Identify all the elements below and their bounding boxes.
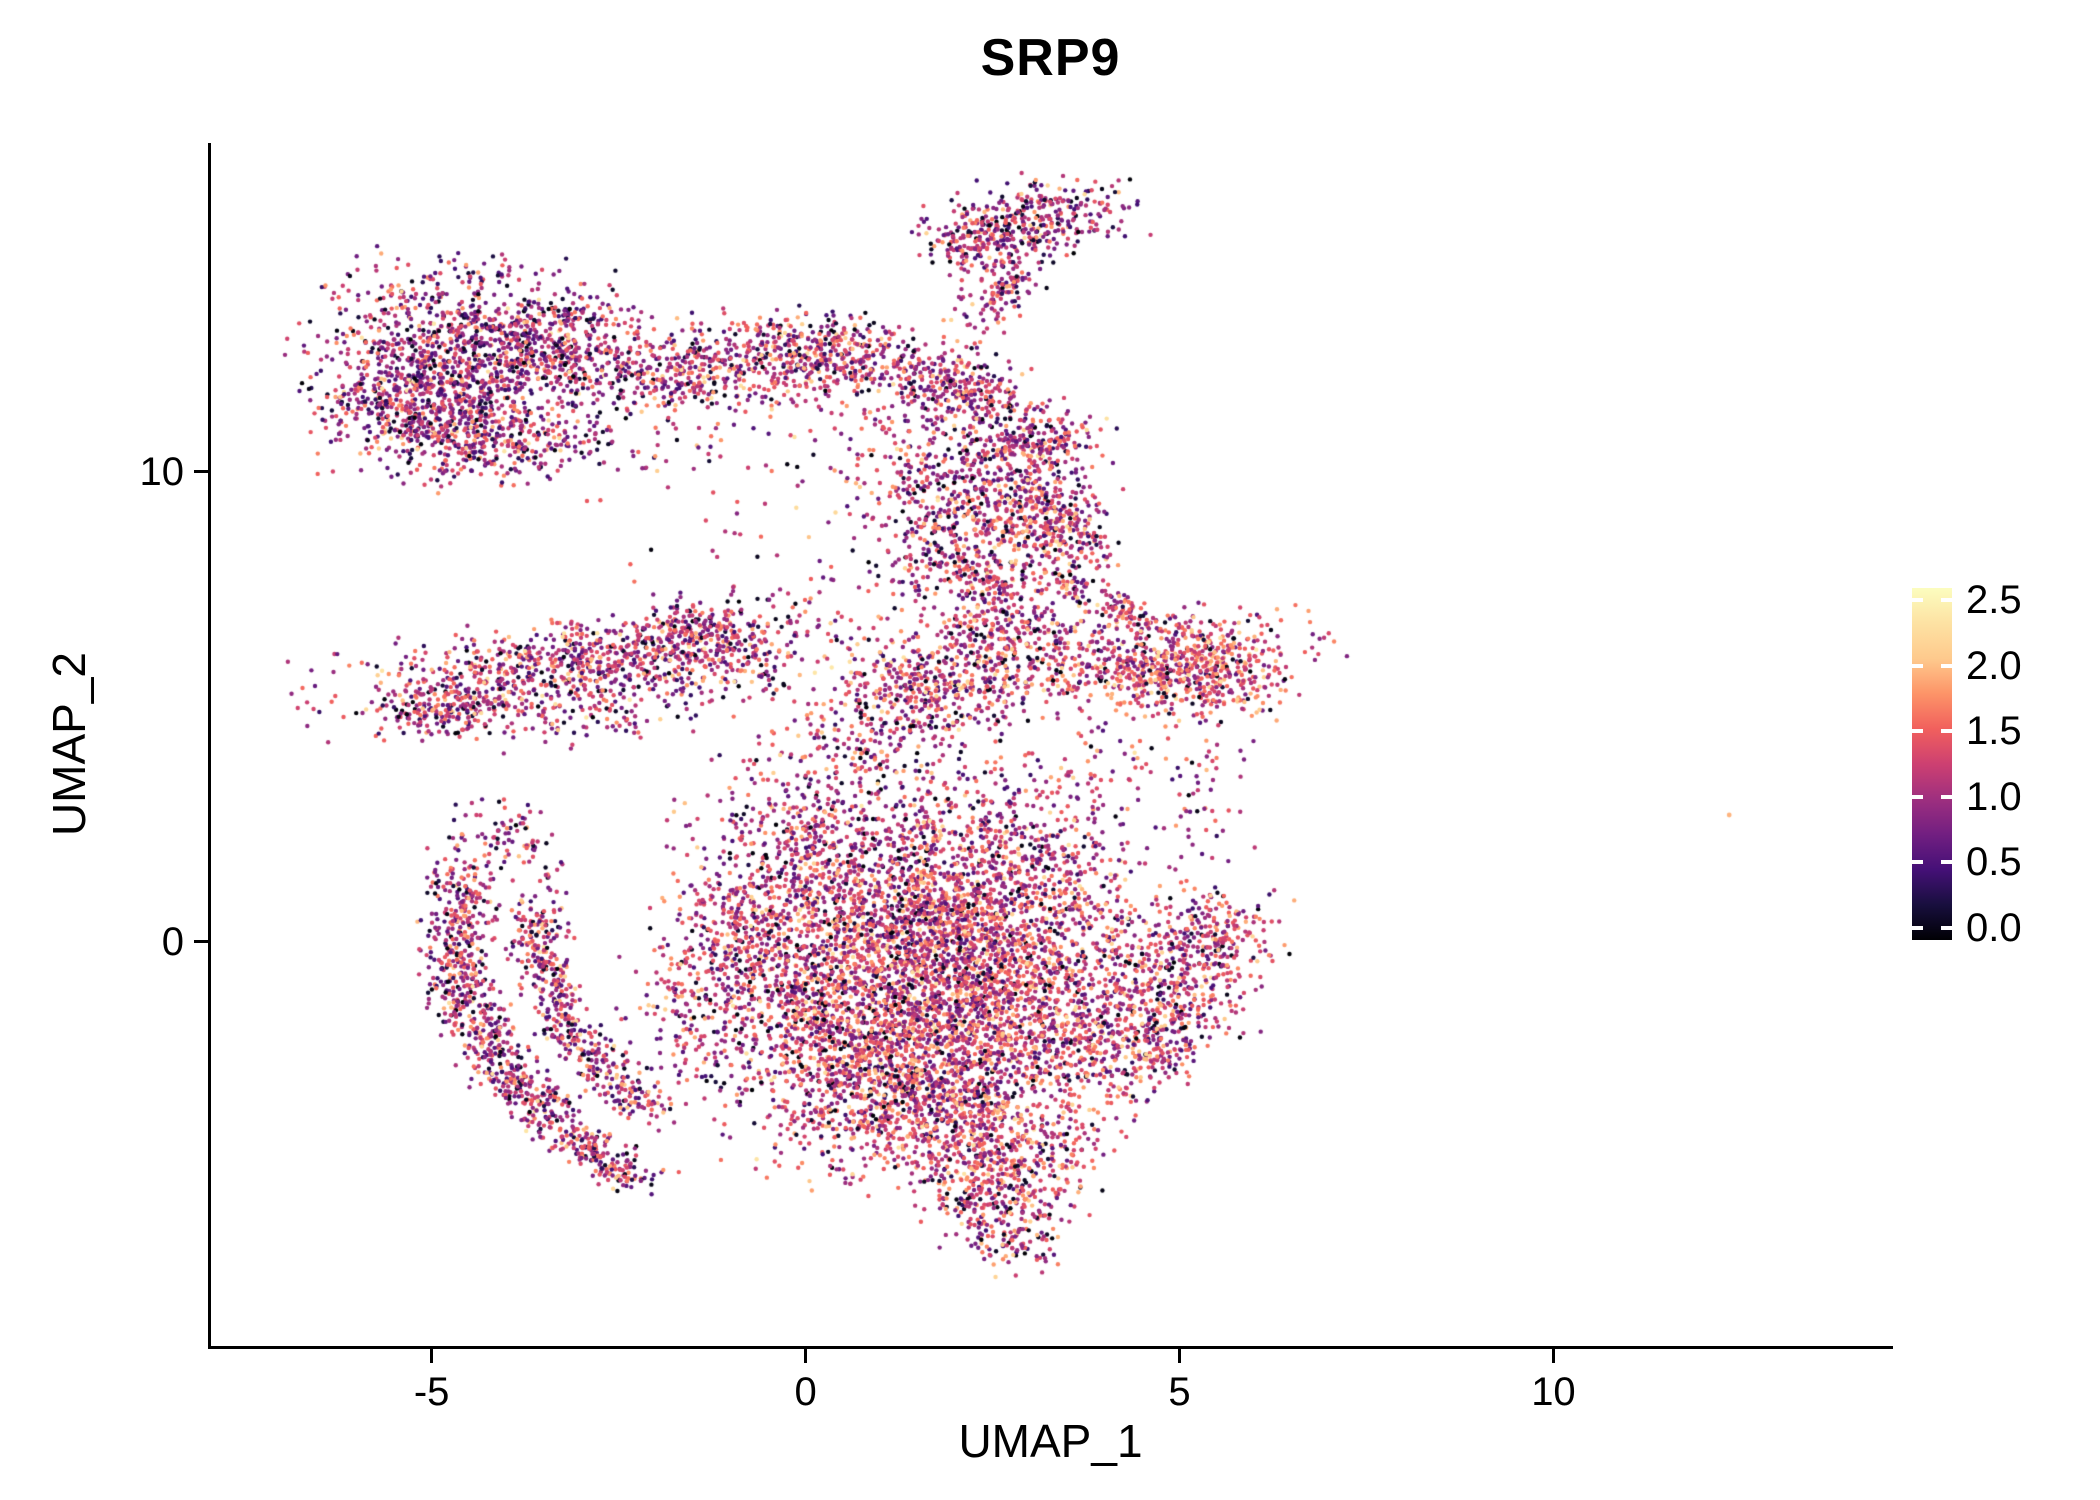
umap-scatter-canvas (211, 143, 1890, 1346)
colorbar-tick (1941, 860, 1952, 865)
colorbar-tick-label: 1.5 (1966, 709, 2022, 754)
chart-title: SRP9 (980, 29, 1121, 87)
colorbar-tick (1912, 926, 1923, 930)
colorbar-tick-label: 2.5 (1966, 578, 2022, 622)
y-tick-mark (194, 940, 208, 944)
colorbar-tick (1941, 598, 1952, 602)
x-axis-line (208, 1346, 1893, 1349)
y-tick-mark (194, 470, 208, 474)
colorbar-tick (1912, 663, 1923, 668)
plot-panel (211, 143, 1890, 1346)
colorbar-tick (1912, 598, 1923, 602)
x-tick-mark (1178, 1349, 1181, 1363)
colorbar-gradient (1912, 588, 1952, 940)
y-axis-title: UMAP_2 (43, 651, 95, 837)
x-axis-title: UMAP_1 (958, 1415, 1143, 1467)
x-tick-mark (430, 1349, 434, 1363)
y-tick-label: 0 (161, 919, 184, 964)
x-tick-label: 10 (1531, 1370, 1576, 1414)
x-tick-label: 5 (1168, 1370, 1191, 1414)
y-tick-label: 10 (139, 449, 185, 494)
x-tick-mark (804, 1349, 808, 1363)
colorbar-tick (1941, 663, 1952, 668)
colorbar-tick (1912, 794, 1923, 799)
colorbar-tick (1941, 729, 1952, 734)
colorbar-tick-label: 2.0 (1966, 643, 2022, 688)
colorbar-tick-label: 0.5 (1966, 840, 2022, 885)
colorbar-tick (1912, 860, 1923, 865)
y-axis-line (208, 143, 211, 1349)
x-tick-label: -5 (413, 1370, 450, 1414)
colorbar-tick-label: 1.0 (1966, 774, 2022, 819)
colorbar-tick-label: 0.0 (1966, 906, 2022, 950)
x-tick-mark (1551, 1349, 1555, 1363)
colorbar-tick (1912, 729, 1923, 734)
colorbar-tick (1941, 794, 1952, 799)
x-tick-label: 0 (794, 1370, 817, 1414)
colorbar-tick (1941, 926, 1952, 930)
